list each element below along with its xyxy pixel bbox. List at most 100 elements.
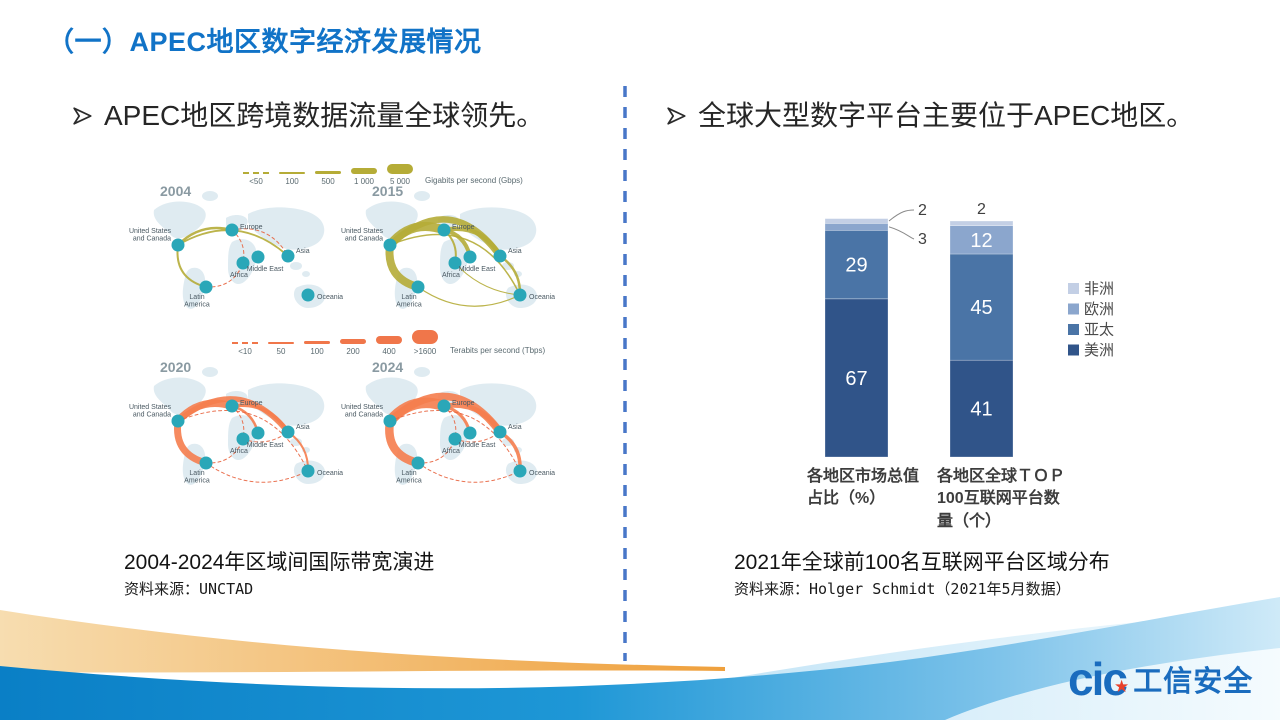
scale-line-sample: [268, 342, 294, 344]
scale-line-sample: [340, 338, 366, 344]
region-node: [493, 425, 507, 439]
scale-line-sample: [351, 168, 377, 174]
region-label: Asia: [296, 424, 310, 431]
land-shape: [290, 262, 302, 270]
bar-segment: [949, 359, 1014, 458]
bar-segment: [824, 230, 889, 300]
bar-value-label: 45: [970, 297, 992, 319]
scale-label: 100: [285, 177, 299, 186]
callout-line: [888, 226, 915, 240]
scale-legend-item: >1600: [412, 330, 438, 356]
legend-swatch: [1068, 344, 1079, 356]
bar-segment: [824, 223, 889, 231]
region-label: Oceania: [529, 470, 555, 477]
region-label: United States and Canada: [341, 228, 384, 243]
region-node: [251, 250, 265, 264]
bar-segment: [949, 225, 1014, 255]
scale-unit-label: Terabits per second (Tbps): [450, 346, 546, 355]
region-node: [411, 280, 425, 294]
scale-label: 200: [346, 347, 360, 356]
land-shape: [202, 191, 218, 201]
region-label: Middle East: [247, 442, 284, 449]
region-label: Latin America: [184, 294, 210, 309]
map-year-label: 2004: [160, 183, 191, 199]
region-label: Middle East: [459, 266, 496, 273]
scale-legend-item: 500: [315, 171, 341, 186]
bandwidth-arc: [231, 228, 289, 257]
region-label: Africa: [230, 272, 248, 279]
legend-label: 亚太: [1084, 322, 1114, 339]
legend-label: 美洲: [1084, 342, 1114, 359]
bandwidth-figure: <50 100 500 1 000 5 000 Gigabits per second (…: [129, 160, 570, 510]
right-figure-source: 资料来源：Holger Schmidt（2021年5月数据）: [734, 580, 1071, 598]
land-shape: [248, 207, 325, 250]
bandwidth-arc: [205, 462, 309, 483]
bandwidth-arc: [441, 402, 503, 435]
legend-label: 非洲: [1084, 281, 1114, 298]
right-bullet: 全球大型数字平台主要位于APEC地区。: [666, 98, 1272, 133]
region-label: United States and Canada: [129, 228, 172, 243]
region-node: [225, 223, 239, 237]
right-figure-caption: 2021年全球前100名互联网平台区域分布: [734, 551, 1110, 574]
map-year-label: 2015: [372, 183, 403, 199]
region-node: [199, 456, 213, 470]
legend-label: 欧洲: [1084, 301, 1114, 318]
scale-legend-item: 400: [376, 335, 402, 356]
region-node: [171, 238, 185, 252]
land-shape: [290, 438, 302, 446]
scale-label: 500: [321, 177, 335, 186]
bar-segment: [949, 253, 1014, 361]
scale-line-sample: [232, 342, 258, 344]
region-label: Oceania: [317, 294, 343, 301]
land-shape: [414, 367, 430, 377]
column-divider: [623, 86, 627, 661]
scale-label: 100: [310, 347, 324, 356]
scale-line-sample: [376, 335, 402, 344]
region-label: Asia: [508, 248, 522, 255]
region-node: [171, 414, 185, 428]
left-bullet-text: APEC地区跨境数据流量全球领先。: [104, 100, 545, 131]
scale-line-sample: [243, 172, 269, 174]
tbps-scale-legend: <10 50 100 200 400 >1600 Terabits per second (…: [232, 330, 545, 356]
region-node: [463, 250, 477, 264]
bandwidth-arc: [417, 462, 521, 483]
chart-category-label: 各地区市场总值 占比（%）: [807, 468, 920, 508]
region-label: Africa: [442, 272, 460, 279]
region-node: [463, 426, 477, 440]
region-node: [199, 280, 213, 294]
region-node: [493, 249, 507, 263]
map-year-label: 2020: [160, 359, 191, 375]
bandwidth-arc: [389, 410, 521, 472]
land-shape: [414, 191, 430, 201]
legend-swatch: [1068, 303, 1079, 315]
region-node: [448, 256, 462, 270]
bandwidth-arc: [441, 226, 503, 259]
region-label: Africa: [230, 448, 248, 455]
logo-cn-text: 工信安全: [1133, 666, 1254, 698]
region-node: [301, 464, 315, 478]
region-node: [236, 432, 250, 446]
left-figure-source: 资料来源：UNCTAD: [124, 580, 254, 598]
region-label: United States and Canada: [341, 404, 384, 419]
arrow-bullet-icon: [73, 107, 92, 125]
legend-swatch: [1068, 324, 1079, 335]
region-node: [513, 288, 527, 302]
scale-line-sample: [279, 172, 305, 174]
scale-unit-label: Gigabits per second (Gbps): [425, 176, 523, 185]
region-label: Latin America: [184, 470, 210, 485]
region-label: United States and Canada: [129, 404, 172, 419]
bandwidth-arc: [177, 410, 309, 472]
blue-wave-shape: [0, 597, 1280, 720]
land-shape: [202, 367, 218, 377]
orange-wave-shape: [0, 610, 725, 673]
bar-value-label: 12: [970, 230, 992, 252]
left-bullet: APEC地区跨境数据流量全球领先。: [72, 98, 627, 133]
region-node: [281, 425, 295, 439]
region-node: [281, 249, 295, 263]
scale-legend-item: <10: [232, 342, 258, 356]
scale-legend-item: 1 000: [351, 168, 377, 186]
region-label: Asia: [296, 248, 310, 255]
map-year-label: 2024: [372, 359, 403, 375]
region-label: Oceania: [317, 470, 343, 477]
